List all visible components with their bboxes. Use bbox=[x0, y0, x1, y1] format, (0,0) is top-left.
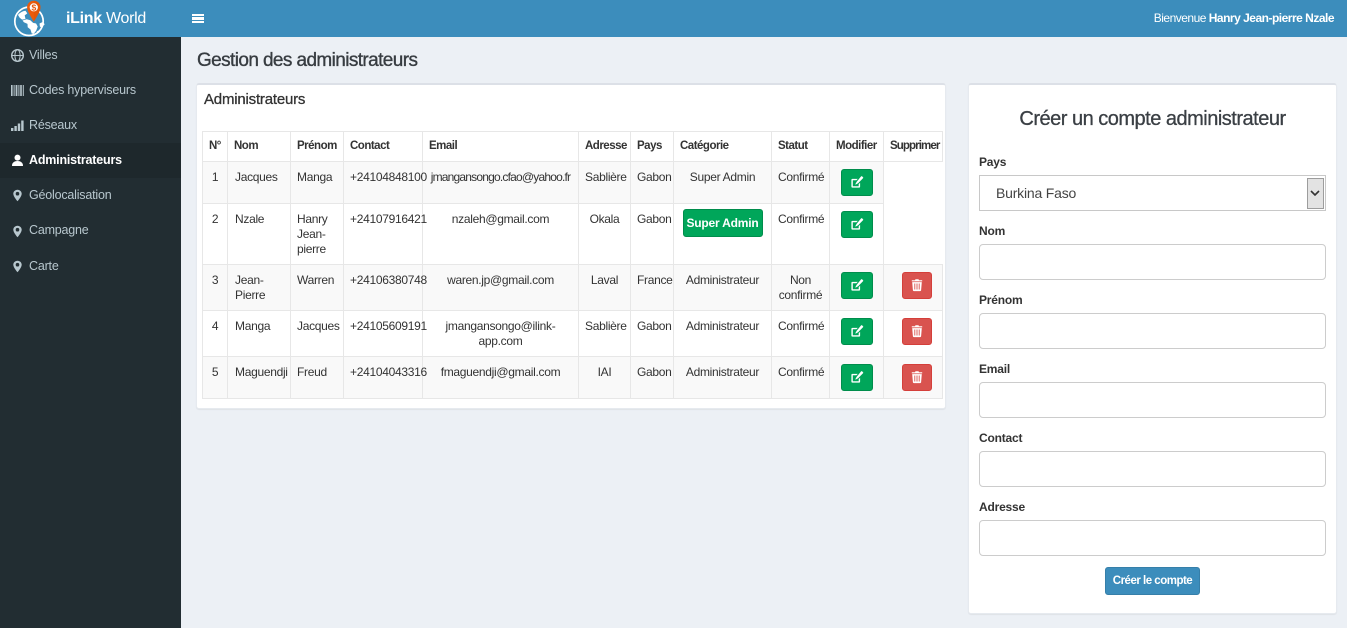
svg-text:$: $ bbox=[32, 2, 37, 12]
